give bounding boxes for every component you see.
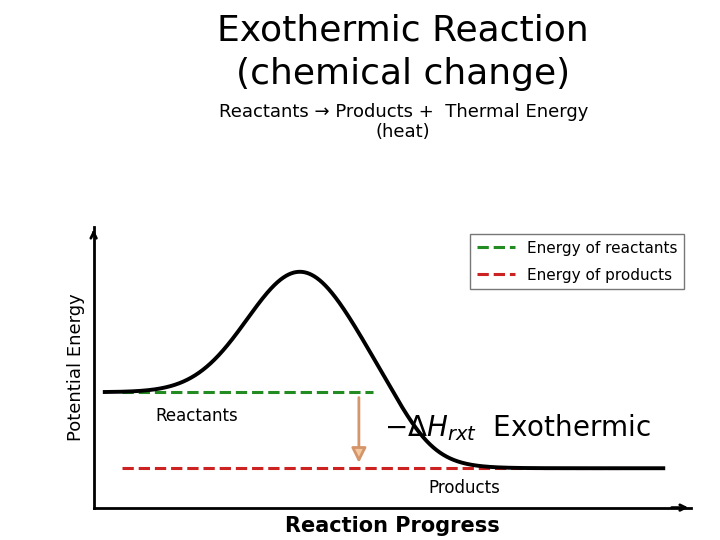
Energy of reactants xyxy=(117,389,126,395)
Text: Reactants: Reactants xyxy=(155,407,238,424)
Text: Reactants → Products +  Thermal Energy: Reactants → Products + Thermal Energy xyxy=(218,103,588,120)
Text: (heat): (heat) xyxy=(376,123,431,140)
Text: $-\Delta H_{rxt}$  Exothermic: $-\Delta H_{rxt}$ Exothermic xyxy=(384,412,651,443)
Text: Exothermic Reaction: Exothermic Reaction xyxy=(217,14,589,48)
X-axis label: Reaction Progress: Reaction Progress xyxy=(285,516,500,536)
Y-axis label: Potential Energy: Potential Energy xyxy=(67,293,85,441)
Text: Products: Products xyxy=(428,479,500,497)
Energy of reactants xyxy=(369,389,377,395)
Legend: Energy of reactants, Energy of products: Energy of reactants, Energy of products xyxy=(470,234,683,289)
Text: (chemical change): (chemical change) xyxy=(236,57,570,91)
